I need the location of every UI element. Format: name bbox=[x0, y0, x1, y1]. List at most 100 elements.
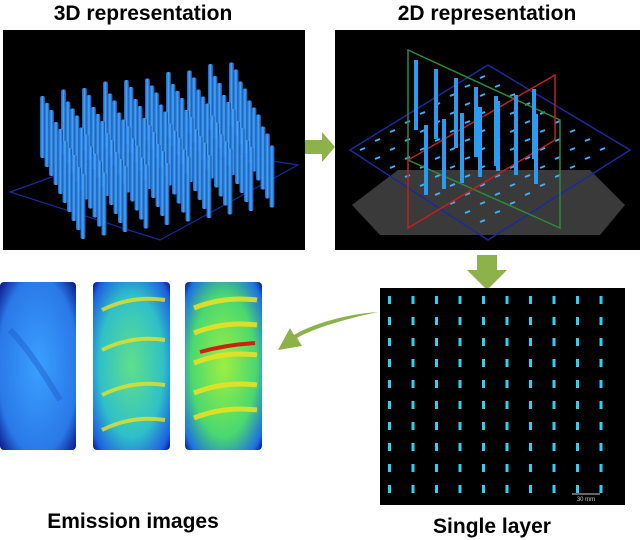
dash bbox=[524, 120, 531, 124]
dash bbox=[419, 111, 426, 115]
dot bbox=[505, 359, 509, 367]
dash bbox=[389, 129, 396, 133]
pillar bbox=[160, 151, 165, 216]
dot bbox=[458, 401, 462, 409]
dot bbox=[388, 359, 391, 367]
pillar bbox=[244, 140, 249, 202]
dot bbox=[411, 401, 415, 409]
dot bbox=[458, 422, 462, 430]
dot bbox=[411, 296, 415, 304]
dot bbox=[505, 317, 509, 325]
dot bbox=[599, 359, 603, 367]
dot bbox=[411, 380, 415, 388]
dot bbox=[411, 485, 415, 493]
pillars-3d bbox=[8, 62, 300, 241]
dot bbox=[599, 317, 603, 325]
dot bbox=[576, 401, 579, 409]
dash bbox=[464, 102, 471, 106]
dot bbox=[552, 422, 556, 430]
dot bbox=[458, 317, 462, 325]
dot bbox=[505, 380, 509, 388]
dash bbox=[584, 138, 591, 142]
pillar bbox=[235, 121, 240, 184]
streak bbox=[101, 416, 166, 432]
dot bbox=[529, 359, 532, 367]
pillar bbox=[118, 159, 123, 223]
pillar bbox=[62, 141, 68, 203]
dash bbox=[524, 192, 531, 196]
dash bbox=[509, 201, 516, 205]
pillar bbox=[109, 140, 114, 205]
pillar bbox=[101, 172, 107, 236]
dot bbox=[599, 422, 603, 430]
slice-pillar bbox=[442, 119, 446, 189]
pillar bbox=[97, 160, 102, 227]
dash bbox=[464, 174, 471, 178]
plane-green bbox=[407, 48, 561, 230]
dot bbox=[411, 338, 415, 346]
dot bbox=[388, 443, 391, 451]
slice-pillar bbox=[532, 89, 536, 159]
dash bbox=[479, 201, 486, 205]
dot bbox=[576, 422, 579, 430]
dot bbox=[388, 296, 391, 304]
streak bbox=[193, 351, 258, 366]
pillar bbox=[143, 164, 149, 229]
pillar bbox=[49, 110, 54, 176]
streak-hot bbox=[199, 341, 256, 354]
dot bbox=[552, 359, 556, 367]
dash bbox=[494, 192, 501, 196]
slice-pillar bbox=[424, 125, 428, 195]
pillar bbox=[71, 155, 77, 221]
dash bbox=[464, 192, 471, 196]
slice-pillar bbox=[460, 113, 464, 183]
dot bbox=[552, 401, 556, 409]
dot bbox=[529, 422, 532, 430]
dash bbox=[569, 165, 576, 169]
pillar bbox=[172, 130, 177, 195]
dot bbox=[458, 380, 462, 388]
dot bbox=[482, 359, 485, 367]
dot bbox=[411, 317, 415, 325]
emission-streaks bbox=[7, 296, 258, 432]
dot bbox=[576, 485, 579, 493]
dot bbox=[552, 338, 556, 346]
dot bbox=[505, 464, 509, 472]
pillar bbox=[239, 128, 245, 193]
slice-pillar bbox=[414, 60, 418, 130]
pillar bbox=[223, 141, 228, 206]
pillar bbox=[265, 133, 270, 199]
pillar bbox=[88, 146, 93, 209]
pillar bbox=[218, 134, 224, 197]
dash bbox=[569, 147, 576, 151]
dash bbox=[539, 147, 546, 151]
dot bbox=[388, 317, 391, 325]
dash bbox=[539, 129, 546, 133]
dot bbox=[482, 422, 485, 430]
dot bbox=[599, 464, 603, 472]
slice-pillar bbox=[514, 95, 518, 165]
dash bbox=[464, 120, 471, 124]
dot bbox=[599, 296, 603, 304]
dash bbox=[374, 156, 381, 160]
pillar bbox=[58, 129, 63, 194]
dash bbox=[584, 156, 591, 160]
dot bbox=[435, 443, 438, 451]
dash bbox=[434, 156, 441, 160]
pillar bbox=[260, 126, 266, 190]
dot bbox=[505, 422, 509, 430]
dash bbox=[389, 165, 396, 169]
dash bbox=[464, 156, 471, 160]
dash bbox=[449, 201, 456, 205]
dash bbox=[449, 147, 456, 151]
dot bbox=[435, 422, 438, 430]
dot bbox=[458, 296, 462, 304]
dot bbox=[552, 296, 556, 304]
dot bbox=[529, 380, 532, 388]
streak-faint bbox=[7, 327, 63, 402]
dot bbox=[576, 359, 579, 367]
dot bbox=[482, 338, 485, 346]
dot bbox=[529, 338, 532, 346]
pillar bbox=[67, 148, 72, 212]
pillar bbox=[92, 153, 98, 218]
